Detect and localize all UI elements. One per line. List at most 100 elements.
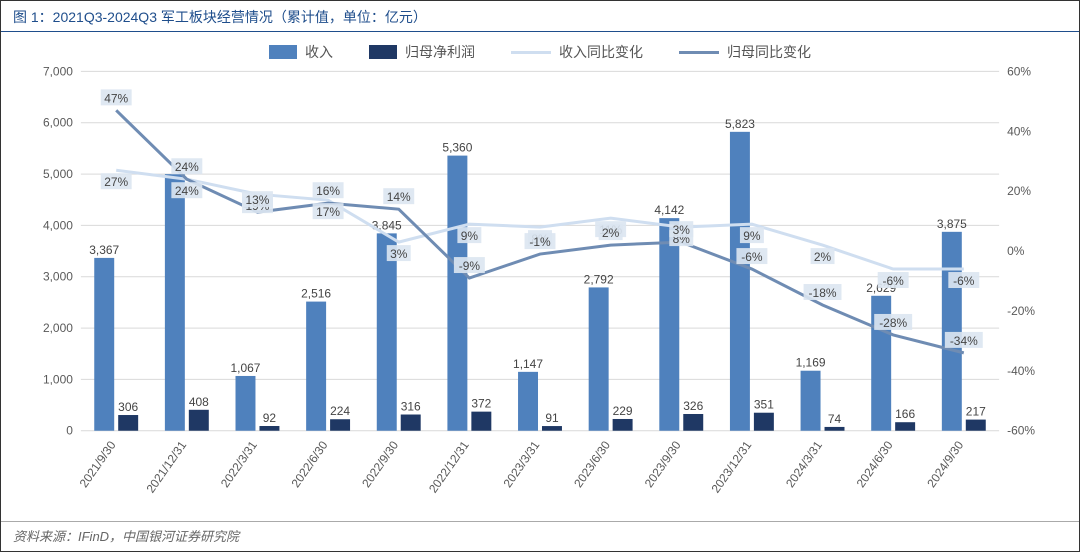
bar-revenue-label: 2,792 bbox=[584, 272, 614, 286]
bar-profit-label: 351 bbox=[754, 398, 774, 412]
figure-title: 图 1：2021Q3-2024Q3 军工板块经营情况（累计值，单位：亿元） bbox=[1, 1, 1079, 32]
legend-item-pro-yoy: 归母同比变化 bbox=[679, 42, 811, 62]
bar-profit-label: 326 bbox=[683, 399, 703, 413]
bar-profit bbox=[895, 422, 915, 431]
bar-revenue-label: 5,823 bbox=[725, 117, 755, 131]
svg-text:1,000: 1,000 bbox=[43, 372, 73, 386]
bar-profit bbox=[118, 415, 138, 431]
label-rev-yoy: 17% bbox=[316, 205, 340, 219]
bar-profit bbox=[825, 427, 845, 431]
chart-figure: 图 1：2021Q3-2024Q3 军工板块经营情况（累计值，单位：亿元） 收入… bbox=[0, 0, 1080, 552]
bar-profit bbox=[471, 412, 491, 431]
label-rev-yoy: 27% bbox=[104, 175, 128, 189]
bar-revenue bbox=[518, 372, 538, 431]
bar-revenue bbox=[942, 232, 962, 431]
svg-text:40%: 40% bbox=[1007, 124, 1031, 138]
legend-swatch-profit bbox=[369, 45, 397, 59]
bar-revenue bbox=[447, 156, 467, 431]
bar-profit bbox=[966, 420, 986, 431]
svg-text:0%: 0% bbox=[1007, 244, 1025, 258]
bar-revenue bbox=[236, 376, 256, 431]
svg-text:0: 0 bbox=[66, 424, 73, 438]
legend-label: 收入 bbox=[305, 42, 333, 62]
x-category: 2022/6/30 bbox=[289, 438, 331, 490]
bar-revenue-label: 3,875 bbox=[937, 217, 967, 231]
bar-profit bbox=[189, 410, 209, 431]
label-pro-yoy: -1% bbox=[529, 235, 551, 249]
bar-revenue-label: 5,360 bbox=[442, 141, 472, 155]
label-pro-yoy: 2% bbox=[602, 226, 620, 240]
figure-source: 资料来源：IFinD，中国银河证券研究院 bbox=[1, 521, 1079, 551]
svg-text:-20%: -20% bbox=[1007, 304, 1035, 318]
label-pro-yoy: -34% bbox=[950, 334, 978, 348]
label-rev-yoy: 3% bbox=[390, 247, 408, 261]
svg-text:-40%: -40% bbox=[1007, 364, 1035, 378]
x-category: 2021/9/30 bbox=[77, 438, 119, 490]
bar-revenue-label: 1,147 bbox=[513, 357, 543, 371]
bar-profit-label: 229 bbox=[613, 404, 633, 418]
legend-item-rev-yoy: 收入同比变化 bbox=[511, 42, 643, 62]
bar-profit bbox=[754, 413, 774, 431]
label-rev-yoy: 24% bbox=[175, 184, 199, 198]
x-category: 2022/9/30 bbox=[359, 438, 401, 490]
x-category: 2024/3/31 bbox=[783, 438, 825, 490]
legend-label: 收入同比变化 bbox=[559, 42, 643, 62]
x-category: 2023/3/31 bbox=[500, 438, 542, 490]
bar-profit-label: 306 bbox=[118, 400, 138, 414]
legend-label: 归母同比变化 bbox=[727, 42, 811, 62]
x-category: 2023/12/31 bbox=[709, 438, 755, 495]
label-rev-yoy: -6% bbox=[953, 274, 975, 288]
bar-profit-label: 372 bbox=[471, 397, 491, 411]
label-pro-yoy: 13% bbox=[245, 193, 269, 207]
bar-profit bbox=[613, 419, 633, 431]
label-pro-yoy: -18% bbox=[809, 286, 837, 300]
bar-revenue bbox=[94, 258, 114, 431]
bar-profit-label: 224 bbox=[330, 404, 350, 418]
bar-revenue-label: 2,516 bbox=[301, 287, 331, 301]
label-pro-yoy: 24% bbox=[175, 160, 199, 174]
svg-text:2,000: 2,000 bbox=[43, 321, 73, 335]
label-pro-yoy: 47% bbox=[104, 91, 128, 105]
label-rev-yoy: 9% bbox=[743, 229, 761, 243]
x-category: 2022/12/31 bbox=[426, 438, 472, 495]
bar-revenue-label: 4,142 bbox=[654, 203, 684, 217]
bar-profit-label: 316 bbox=[401, 400, 421, 414]
svg-text:7,000: 7,000 bbox=[43, 64, 73, 78]
x-category: 2024/6/30 bbox=[854, 438, 896, 490]
x-category: 2023/9/30 bbox=[642, 438, 684, 490]
chart-area: 0 1,000 2,000 3,000 4,000 5,000 6,000 7,000 -60%… bbox=[21, 61, 1059, 521]
bar-revenue bbox=[801, 371, 821, 431]
label-pro-yoy: 3% bbox=[673, 223, 691, 237]
legend-swatch-pro-yoy bbox=[679, 51, 719, 54]
svg-text:6,000: 6,000 bbox=[43, 116, 73, 130]
label-pro-yoy: 16% bbox=[316, 184, 340, 198]
x-category: 2024/9/30 bbox=[924, 438, 966, 490]
bar-revenue bbox=[377, 233, 397, 430]
bar-profit bbox=[683, 414, 703, 431]
x-category: 2021/12/31 bbox=[143, 438, 189, 495]
bar-revenue-label: 1,067 bbox=[231, 361, 261, 375]
label-rev-yoy: -6% bbox=[883, 274, 905, 288]
bar-revenue-label: 1,169 bbox=[796, 356, 826, 370]
label-pro-yoy: -9% bbox=[459, 259, 481, 273]
label-pro-yoy: -28% bbox=[879, 316, 907, 330]
svg-text:4,000: 4,000 bbox=[43, 218, 73, 232]
bar-revenue bbox=[730, 132, 750, 431]
bar-profit bbox=[542, 426, 562, 431]
label-pro-yoy: -6% bbox=[741, 250, 763, 264]
chart-svg: 0 1,000 2,000 3,000 4,000 5,000 6,000 7,000 -60%… bbox=[21, 61, 1059, 521]
bar-profit bbox=[259, 426, 279, 431]
bar-revenue bbox=[589, 287, 609, 430]
bar-revenue-label: 3,367 bbox=[89, 243, 119, 257]
label-pro-yoy: 14% bbox=[387, 190, 411, 204]
legend-label: 归母净利润 bbox=[405, 42, 475, 62]
legend-item-revenue: 收入 bbox=[269, 42, 333, 62]
bar-profit bbox=[330, 419, 350, 430]
x-category: 2023/6/30 bbox=[571, 438, 613, 490]
svg-text:3,000: 3,000 bbox=[43, 270, 73, 284]
bar-profit bbox=[401, 415, 421, 431]
x-category: 2022/3/31 bbox=[218, 438, 260, 490]
legend-swatch-rev-yoy bbox=[511, 51, 551, 54]
svg-text:5,000: 5,000 bbox=[43, 167, 73, 181]
svg-text:-60%: -60% bbox=[1007, 424, 1035, 438]
